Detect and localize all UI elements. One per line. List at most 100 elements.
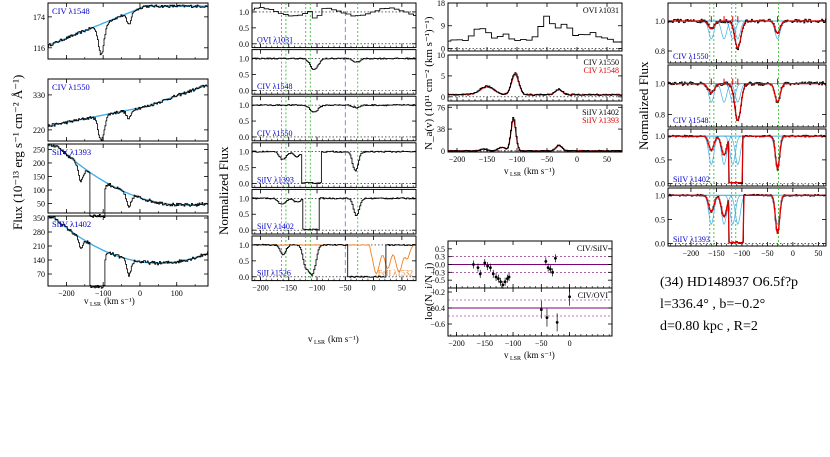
x-axis-label: v <box>308 334 313 344</box>
y-tick-label: 0.0 <box>655 240 665 249</box>
ion-label: OVI λ1031 <box>257 36 293 45</box>
data-point <box>501 283 505 287</box>
normalized-spectrum <box>252 57 416 71</box>
ratio-label: CIV/OVI <box>578 291 609 300</box>
x-tick-label: −150 <box>708 249 725 258</box>
data-point <box>555 321 559 324</box>
flux-panel-frame <box>47 143 209 214</box>
model-fit <box>668 135 826 184</box>
y-tick-label: 0.5 <box>435 245 445 254</box>
data-point <box>551 270 555 274</box>
y-tick-label: 200 <box>33 159 45 168</box>
x-tick-label: −100 <box>734 249 751 258</box>
x-tick-label: −150 <box>477 339 494 348</box>
y-tick-label: 150 <box>33 172 45 181</box>
normalized-spectrum <box>252 150 416 185</box>
y-tick-label: 330 <box>33 91 45 100</box>
x-tick-label: 0 <box>791 249 795 258</box>
y-tick-label: 0.5 <box>239 117 249 126</box>
model-fit <box>668 82 826 122</box>
x-tick-label: −150 <box>479 155 496 164</box>
y-axis-title: N_a(v) (10¹¹ cm⁻² (km s⁻¹)⁻¹) <box>423 16 435 150</box>
ion-label-secondary: FeII λ1532 <box>378 269 413 278</box>
component-profile <box>764 83 791 103</box>
y-tick-label: 0.5 <box>239 210 249 219</box>
flux-panel-frame <box>47 2 209 60</box>
y-tick-label: 140 <box>33 256 45 265</box>
ion-label: SiIV λ1402 <box>52 219 91 229</box>
y-tick-label: 5 <box>441 72 445 81</box>
data-point <box>507 275 511 279</box>
normalized-spectrum <box>252 7 416 19</box>
normalized-spectrum <box>252 104 416 113</box>
y-tick-label: 1.0 <box>655 132 665 141</box>
y-tick-label: −0.4 <box>430 304 445 313</box>
x-axis-label-unit: (km s⁻¹) <box>524 166 555 176</box>
na-profile <box>448 72 622 96</box>
y-tick-label: 70 <box>37 270 45 279</box>
y-tick-label: 1.0 <box>655 17 665 26</box>
data-point <box>568 295 571 299</box>
y-tick-label: 0.5 <box>239 164 249 173</box>
x-tick-label: −200 <box>252 284 269 293</box>
x-tick-label: −100 <box>95 289 112 298</box>
component-profile <box>698 194 725 226</box>
x-axis-label-sub: LSR <box>314 340 325 346</box>
x-tick-label: −200 <box>58 289 75 298</box>
y-tick-label: 220 <box>33 126 45 135</box>
y-tick-label: 250 <box>33 145 45 154</box>
y-tick-label: 0 <box>441 93 445 102</box>
ion-label: CIV λ1550 <box>673 52 709 61</box>
data-point <box>545 316 549 319</box>
y-tick-label: 1.0 <box>239 241 249 250</box>
x-axis-label-unit: (km s⁻¹) <box>328 334 359 344</box>
star-title: (34) HD148937 O6.5f?p <box>660 275 799 290</box>
ion-label: CIV λ1550 <box>583 58 619 67</box>
x-tick-label: −100 <box>509 155 526 164</box>
y-axis-title: log(N_i/N_j) <box>423 262 435 320</box>
y-tick-label: 9 <box>441 22 445 31</box>
component-profile <box>711 135 737 166</box>
y-tick-label: 0.0 <box>239 86 249 95</box>
y-axis-title: Normalized Flux <box>636 61 651 150</box>
y-tick-label: 0.5 <box>239 70 249 79</box>
component-profile <box>720 135 746 166</box>
data-point <box>483 261 487 265</box>
x-axis-label-sub: LSR <box>90 302 101 308</box>
y-tick-label: 0.5 <box>239 24 249 33</box>
y-tick-label: 0.5 <box>655 156 665 165</box>
x-tick-label: 50 <box>814 249 822 258</box>
y-tick-label: 0.8 <box>655 47 665 56</box>
ion-label: SiIV λ1402 <box>673 175 710 184</box>
ion-label: CIV λ1548 <box>583 66 619 75</box>
y-tick-label: 1.0 <box>239 8 249 17</box>
data-point <box>503 280 507 284</box>
x-axis-label-unit: (km s⁻¹) <box>104 296 135 306</box>
y-tick-label: 1.0 <box>655 80 665 89</box>
x-tick-label: −100 <box>505 339 522 348</box>
x-axis-label: v <box>84 296 89 306</box>
ion-label: CIV λ1550 <box>257 129 293 138</box>
x-tick-label: −200 <box>449 155 466 164</box>
star-coords: l=336.4° , b=−0.2° <box>660 297 766 312</box>
data-point <box>494 275 498 279</box>
component-profile <box>698 20 725 40</box>
y-tick-label: 1.0 <box>239 194 249 203</box>
y-tick-label: 210 <box>33 242 45 251</box>
y-tick-label: 116 <box>33 44 45 53</box>
component-profile <box>711 194 737 226</box>
y-tick-label: 100 <box>33 186 45 195</box>
data-point <box>496 277 500 280</box>
na-profile <box>448 116 622 152</box>
ion-label: SiIV λ1402 <box>257 222 294 231</box>
ion-label: CIV λ1548 <box>257 82 293 91</box>
x-tick-label: 50 <box>603 155 611 164</box>
x-tick-label: 0 <box>575 155 579 164</box>
y-tick-label: 1.0 <box>655 191 665 200</box>
x-axis-label: v <box>504 166 509 176</box>
y-tick-label: 0.0 <box>239 180 249 189</box>
y-tick-label: 350 <box>33 214 45 223</box>
y-tick-label: −0.2 <box>430 288 445 297</box>
component-profile <box>764 194 791 226</box>
y-tick-label: 0.3 <box>435 253 445 262</box>
